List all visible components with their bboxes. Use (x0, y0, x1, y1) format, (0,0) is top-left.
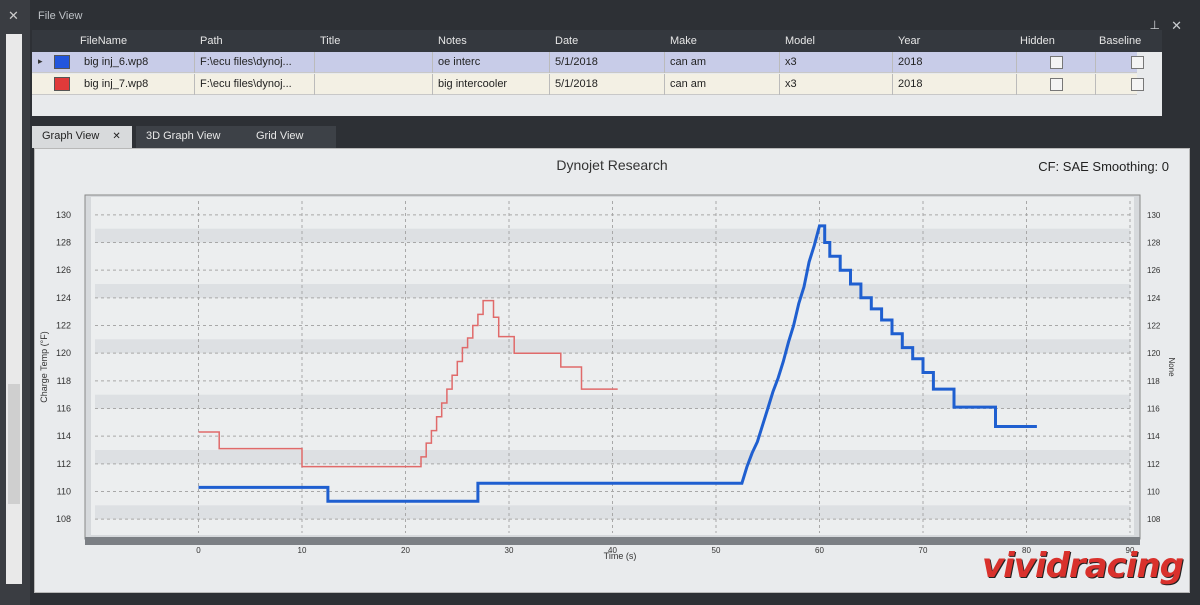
y-tick-label: 112 (57, 459, 71, 469)
grid-band (95, 450, 1130, 464)
x-tick-label: 80 (1022, 546, 1031, 555)
y-tick-label-right: 114 (1147, 432, 1160, 441)
cell-year: 2018 (898, 56, 923, 68)
y-tick-label-right: 116 (1147, 405, 1160, 414)
y-tick-label: 114 (57, 431, 71, 441)
cell-date: 5/1/2018 (555, 78, 598, 90)
cell-make: can am (670, 78, 707, 90)
col-baseline[interactable]: Baseline (1099, 35, 1142, 47)
x-tick-label: 20 (401, 546, 410, 555)
tab-label: 3D Graph View (146, 130, 221, 142)
y-tick-label-right: 108 (1147, 515, 1161, 524)
x-tick-label: 90 (1126, 546, 1135, 555)
table-row[interactable]: big inj_7.wp8 F:\ecu files\dynoj... big … (32, 74, 1144, 95)
hidden-checkbox[interactable] (1050, 78, 1063, 91)
col-filename[interactable]: FileName (80, 35, 128, 47)
tab-graph-view[interactable]: Graph View ✕ (32, 126, 132, 148)
table-row[interactable]: ▸ big inj_6.wp8 F:\ecu files\dynoj... oe… (32, 52, 1144, 73)
x-axis-label: Time (s) (604, 551, 637, 561)
y-tick-label-right: 112 (1147, 460, 1160, 469)
watermark-logo: vividracing (981, 546, 1184, 586)
cell-model: x3 (785, 78, 797, 90)
tab-3d-graph-view[interactable]: 3D Graph View (136, 126, 248, 148)
series-color-swatch[interactable] (54, 55, 70, 69)
series-line-2 (198, 224, 1037, 503)
close-icon[interactable]: ✕ (1171, 18, 1182, 33)
x-axis-bar (85, 537, 1140, 545)
cell-filename: big inj_6.wp8 (84, 56, 149, 68)
grid-band (95, 228, 1130, 243)
y-tick-label: 120 (56, 348, 71, 358)
x-tick-label: 30 (505, 546, 514, 555)
x-tick-label: 40 (608, 546, 617, 555)
graph-correction-factor: CF: SAE Smoothing: 0 (1038, 159, 1169, 174)
grid-band (95, 284, 1130, 298)
col-hidden[interactable]: Hidden (1020, 35, 1055, 47)
y-axis-label-right: None (1167, 357, 1176, 377)
cell-path: F:\ecu files\dynoj... (200, 78, 292, 90)
col-date[interactable]: Date (555, 35, 579, 47)
close-icon[interactable]: ✕ (112, 131, 121, 142)
y-tick-label: 122 (56, 321, 71, 331)
col-notes[interactable]: Notes (438, 35, 467, 47)
y-tick-label-right: 124 (1147, 294, 1161, 303)
close-icon[interactable]: ✕ (8, 8, 19, 23)
cell-model: x3 (785, 56, 797, 68)
left-scrollbar[interactable] (6, 34, 22, 584)
hidden-checkbox[interactable] (1050, 56, 1063, 69)
col-year[interactable]: Year (898, 35, 921, 47)
col-make[interactable]: Make (670, 35, 697, 47)
y-tick-label: 108 (56, 514, 71, 524)
row-indicator-icon: ▸ (38, 56, 43, 66)
tab-grid-view[interactable]: Grid View (246, 126, 336, 148)
y-tick-label-right: 118 (1147, 377, 1160, 386)
y-tick-label-right: 120 (1147, 349, 1161, 358)
x-tick-label: 60 (815, 546, 824, 555)
cell-filename: big inj_7.wp8 (84, 78, 149, 90)
cell-year: 2018 (898, 78, 923, 90)
y-tick-label-right: 122 (1147, 322, 1161, 331)
file-table: FileName Path Title Notes Date Make Mode… (32, 30, 1162, 116)
fileview-title: File View (38, 10, 83, 22)
pin-icon[interactable]: ⊥ (1149, 18, 1160, 32)
y-tick-label-right: 110 (1147, 488, 1160, 497)
grid-band (95, 505, 1130, 520)
dyno-chart[interactable]: 108 108 110 110 112 112 114 114 116 116 118 118 120 1… (35, 149, 1191, 594)
col-title[interactable]: Title (320, 35, 341, 47)
series-color-swatch[interactable] (54, 77, 70, 91)
graph-panel: Dynojet Research CF: SAE Smoothing: 0 10… (34, 148, 1190, 593)
y-tick-label-right: 130 (1147, 211, 1161, 220)
cell-path: F:\ecu files\dynoj... (200, 56, 292, 68)
y-tick-label: 116 (57, 404, 71, 414)
y-tick-label: 128 (56, 238, 71, 248)
x-tick-label: 50 (712, 546, 721, 555)
baseline-checkbox[interactable] (1131, 78, 1144, 91)
col-path[interactable]: Path (200, 35, 223, 47)
graph-title: Dynojet Research (556, 157, 668, 173)
y-tick-label: 130 (56, 210, 71, 220)
cell-make: can am (670, 56, 707, 68)
baseline-checkbox[interactable] (1131, 56, 1144, 69)
tab-label: Graph View (42, 130, 100, 142)
y-tick-label: 110 (57, 487, 71, 497)
cell-notes: oe interc (438, 56, 481, 68)
file-table-header: FileName Path Title Notes Date Make Mode… (32, 30, 1162, 52)
scrollbar-thumb[interactable] (8, 384, 20, 504)
y-tick-label-right: 128 (1147, 239, 1161, 248)
y-tick-label: 126 (56, 265, 71, 275)
y-tick-label: 124 (56, 293, 71, 303)
y-tick-label: 118 (57, 376, 71, 386)
cell-notes: big intercooler (438, 78, 508, 90)
x-tick-label: 10 (298, 546, 307, 555)
y-axis-label: Charge Temp (°F) (39, 331, 49, 402)
x-tick-label: 70 (919, 546, 928, 555)
tab-label: Grid View (256, 130, 304, 142)
x-tick-label: 0 (196, 546, 201, 555)
series-line-1 (198, 299, 618, 468)
col-model[interactable]: Model (785, 35, 815, 47)
left-panel-strip: ✕ (0, 0, 30, 605)
y-tick-label-right: 126 (1147, 266, 1161, 275)
cell-date: 5/1/2018 (555, 56, 598, 68)
